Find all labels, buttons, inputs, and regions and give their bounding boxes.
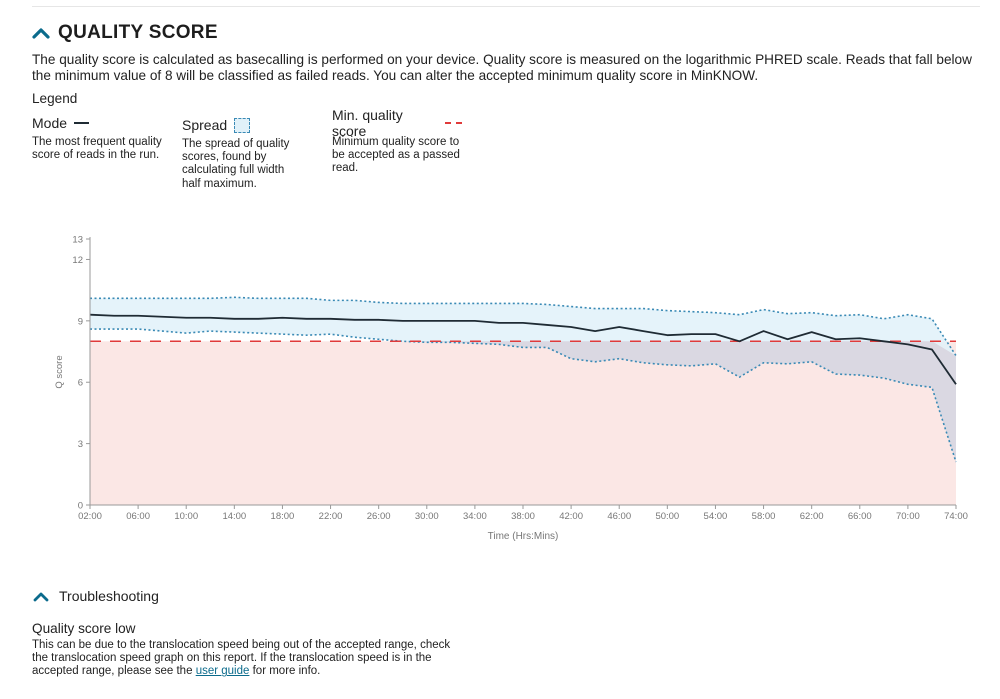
x-tick-label: 14:00	[222, 511, 246, 522]
x-axis-label: Time (Hrs:Mins)	[488, 531, 559, 542]
x-tick-label: 34:00	[463, 511, 487, 522]
spread-swatch	[234, 117, 251, 133]
troubleshooting-title: Troubleshooting	[59, 588, 159, 604]
chevron-up-icon[interactable]	[32, 27, 50, 39]
y-tick-label: 12	[72, 255, 83, 266]
legend-title: Legend	[32, 91, 78, 106]
x-tick-label: 02:00	[78, 511, 102, 522]
chevron-up-icon[interactable]	[32, 590, 50, 602]
failed-region	[90, 341, 956, 505]
y-tick-label: 3	[78, 439, 83, 450]
spread-below-min	[90, 341, 956, 463]
spread-lower-line	[90, 328, 957, 463]
legend-mode-label: Mode	[32, 115, 68, 131]
mode-swatch	[74, 122, 90, 124]
legend-min-quality: Min. quality score Minimum quality score…	[332, 107, 462, 176]
x-tick-label: 42:00	[559, 511, 583, 522]
spread-band	[90, 297, 956, 463]
x-tick-label: 50:00	[655, 511, 679, 522]
legend-mode-description: The most frequent quality score of reads…	[32, 136, 162, 162]
troubleshooting-description: This can be due to the translocation spe…	[32, 639, 452, 679]
y-tick-label: 13	[72, 235, 83, 246]
legend-min-quality-description: Minimum quality score to be accepted as …	[332, 136, 460, 175]
top-divider	[32, 6, 980, 7]
y-tick-label: 9	[78, 316, 83, 327]
quality-score-header[interactable]: QUALITY SCORE	[32, 22, 218, 44]
x-tick-label: 10:00	[174, 511, 198, 522]
legend-spread-description: The spread of quality scores, found by c…	[182, 138, 290, 190]
section-description: The quality score is calculated as basec…	[32, 52, 972, 83]
y-tick-label: 6	[78, 378, 83, 389]
quality-score-chart: 0 3 6 9 12 13 02:00 06:00 10:00 14:00 18:00 22:00 26…	[54, 235, 968, 543]
x-tick-label: 58:00	[752, 511, 776, 522]
x-tick-label: 66:00	[848, 511, 872, 522]
x-tick-label: 18:00	[271, 511, 295, 522]
legend-mode: Mode The most frequent quality score of …	[32, 114, 162, 162]
troubleshooting-header[interactable]: Troubleshooting	[32, 588, 159, 604]
x-tick-label: 46:00	[607, 511, 631, 522]
user-guide-link[interactable]: user guide	[195, 665, 250, 678]
x-tick-label: 26:00	[367, 511, 391, 522]
x-tick-label: 38:00	[511, 511, 535, 522]
spread-upper-line	[90, 296, 957, 357]
x-tick-label: 22:00	[319, 511, 343, 522]
legend-min-quality-label: Min. quality score	[332, 107, 403, 139]
x-tick-label: 70:00	[896, 511, 920, 522]
troubleshooting-text-end: for more info.	[249, 665, 321, 678]
troubleshooting-text: This can be due to the translocation spe…	[32, 639, 451, 678]
y-axis-label: Q score	[54, 355, 65, 388]
x-tick-label: 54:00	[704, 511, 728, 522]
x-tick-label: 06:00	[126, 511, 150, 522]
legend-spread: Spread The spread of quality scores, fou…	[182, 116, 304, 191]
x-tick-label: 30:00	[415, 511, 439, 522]
y-tick-label: 0	[78, 501, 83, 512]
troubleshooting-issue-title: Quality score low	[32, 621, 136, 636]
mode-line	[89, 313, 957, 385]
x-tick-label: 62:00	[800, 511, 824, 522]
section-title: QUALITY SCORE	[58, 22, 218, 43]
legend-spread-label: Spread	[182, 117, 228, 133]
min-quality-swatch	[445, 122, 462, 124]
x-tick-label: 74:00	[944, 511, 968, 522]
